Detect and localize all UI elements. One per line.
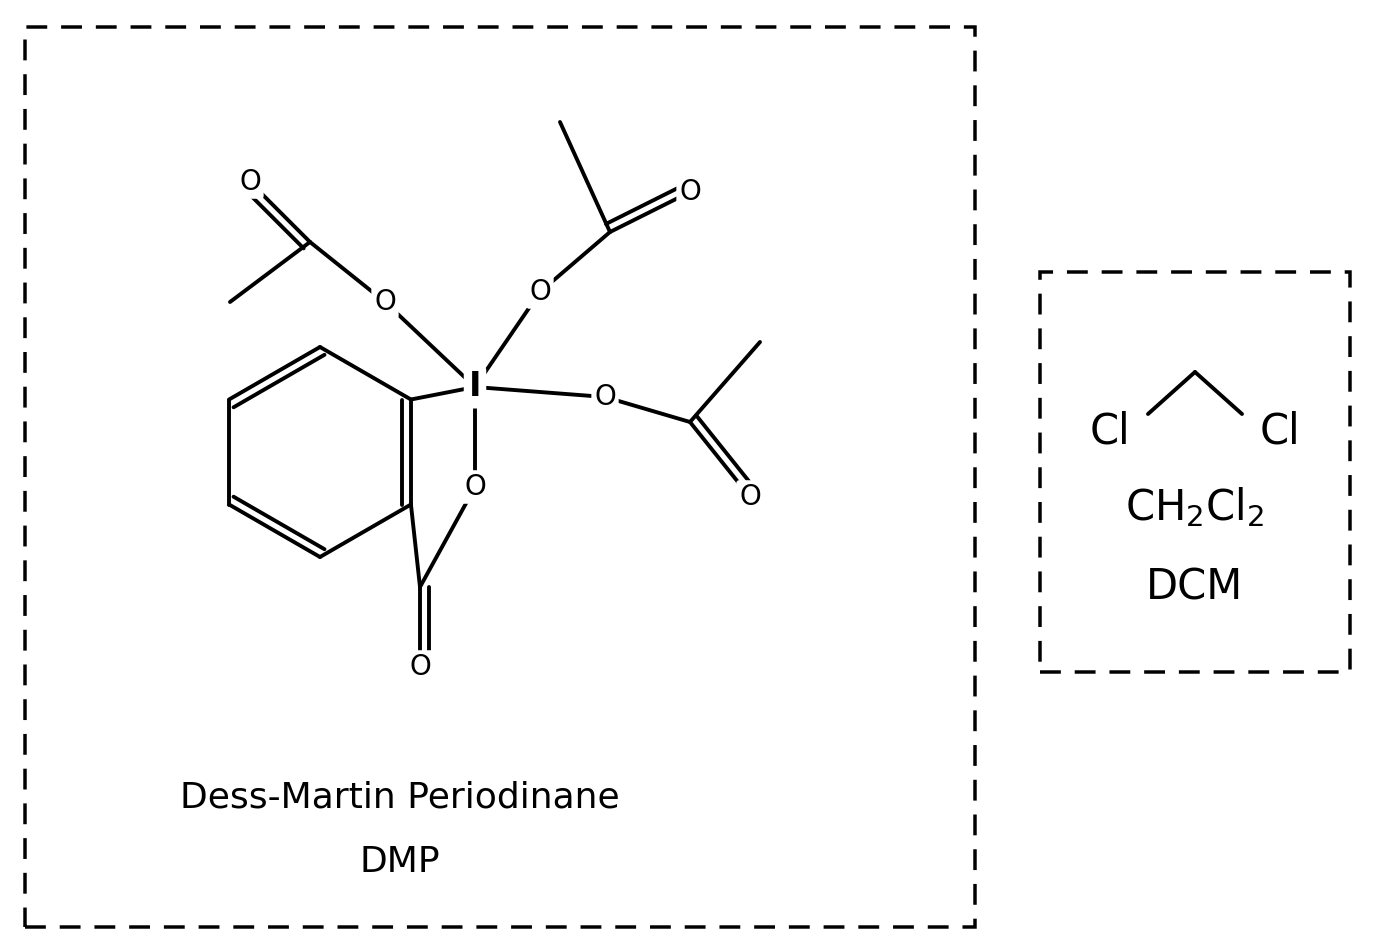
Text: I: I [468,370,481,404]
Text: O: O [594,383,616,411]
Text: O: O [464,473,486,501]
Text: O: O [375,288,395,316]
Text: O: O [239,168,261,196]
Text: DCM: DCM [1147,566,1244,608]
Text: O: O [529,278,551,306]
Text: Dess-Martin Periodinane: Dess-Martin Periodinane [180,780,619,814]
FancyBboxPatch shape [25,27,974,927]
Text: Cl: Cl [1089,411,1130,453]
Text: O: O [739,483,761,511]
Text: DMP: DMP [359,845,441,879]
Text: CH$_2$Cl$_2$: CH$_2$Cl$_2$ [1125,486,1265,529]
Text: Cl: Cl [1259,411,1300,453]
Text: O: O [409,653,431,681]
FancyBboxPatch shape [1041,272,1350,672]
Text: O: O [679,178,701,206]
